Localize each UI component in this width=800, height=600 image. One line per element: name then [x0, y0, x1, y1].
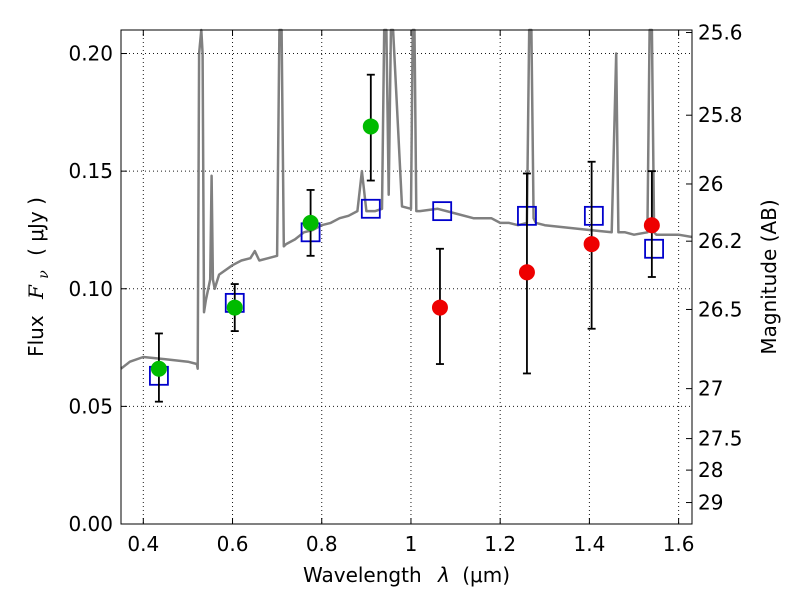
- observed-photometry-point: [583, 236, 600, 253]
- y2-tick-label: 27: [698, 377, 723, 401]
- y-tick-label: 0.10: [68, 277, 113, 301]
- model-photometry-square: [432, 201, 453, 222]
- y-axis-label-symbol: F: [24, 284, 48, 300]
- plot-frame: [120, 29, 693, 525]
- x-tick-label: 0.8: [306, 532, 338, 556]
- x-axis-label: Wavelength λ (μm): [303, 563, 510, 587]
- x-axis-label-unit: (μm): [462, 563, 510, 587]
- y-axis-label-prefix: Flux: [24, 315, 48, 357]
- observed-photometry-point: [302, 214, 319, 231]
- y2-tick-label: 29: [698, 491, 723, 515]
- x-tick-label: 1: [405, 532, 418, 556]
- x-tick-label: 0.4: [127, 532, 159, 556]
- grid: [121, 30, 692, 525]
- x-axis-ticks: 0.4 0.6 0.8 1 1.2 1.4 1.6: [127, 30, 695, 556]
- y2-tick-label: 28: [698, 458, 723, 482]
- x-tick-label: 1.6: [663, 532, 695, 556]
- y2-tick-label: 25.6: [698, 21, 743, 45]
- y-axis-ticks: 0.00 0.05 0.10 0.15 0.20: [68, 42, 127, 536]
- model-photometry-square: [360, 198, 381, 219]
- x-axis-label-symbol: λ: [437, 563, 450, 587]
- y2-tick-label: 26: [698, 172, 723, 196]
- x-axis-label-prefix: Wavelength: [303, 563, 422, 587]
- model-photometry-square: [583, 205, 604, 226]
- y2-tick-label: 25.8: [698, 103, 743, 127]
- observed-photometry-point: [643, 217, 660, 234]
- y-axis-label: Flux F ν ( μJy ): [24, 197, 53, 357]
- y2-tick-label: 27.5: [698, 427, 743, 451]
- x-tick-label: 1.2: [484, 532, 516, 556]
- x-tick-label: 1.4: [573, 532, 605, 556]
- observed-photometry-point: [226, 299, 243, 316]
- observed-photometry-point: [150, 360, 167, 377]
- y2-tick-label: 26.5: [698, 297, 743, 321]
- y-tick-label: 0.15: [68, 159, 113, 183]
- y2-axis-label: Magnitude (AB): [757, 199, 781, 354]
- y2-tick-label: 26.2: [698, 229, 743, 253]
- observed-photometry-point: [362, 118, 379, 135]
- observed-photometry-point: [518, 264, 535, 281]
- y2-axis-ticks: 25.6 25.8 26 26.2 26.5 27 27.5 28 29: [686, 21, 743, 515]
- model-photometry-square: [644, 238, 664, 259]
- y-axis-label-subscript: ν: [36, 270, 52, 279]
- y-tick-label: 0.05: [68, 394, 113, 418]
- y-tick-label: 0.20: [68, 42, 113, 66]
- y-axis-label-unit: ( μJy ): [24, 197, 48, 256]
- series: [120, 28, 693, 403]
- x-tick-label: 0.6: [217, 532, 249, 556]
- observed-photometry-point: [431, 299, 448, 316]
- spectrum-line: [120, 28, 693, 370]
- y-tick-label: 0.00: [68, 512, 113, 536]
